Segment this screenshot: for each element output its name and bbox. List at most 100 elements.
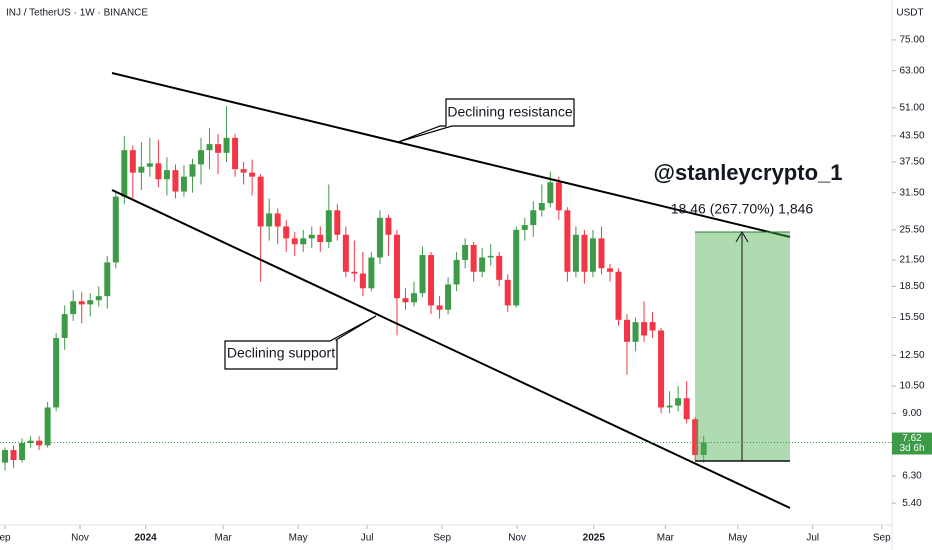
- y-tick-label: 6.30: [902, 471, 922, 482]
- candle-body: [487, 255, 494, 258]
- candle-body: [308, 234, 315, 239]
- candle-body: [564, 210, 571, 272]
- support-label: Declining support: [227, 345, 335, 361]
- candle-body: [2, 450, 9, 463]
- candle-body: [146, 163, 153, 167]
- candle-body: [470, 245, 477, 272]
- last-price-tag: [892, 432, 932, 455]
- x-tick-label: 2025: [583, 533, 606, 544]
- candle-body: [189, 164, 196, 177]
- candle-body: [641, 322, 648, 336]
- candle-body: [249, 172, 256, 177]
- x-tick-label: 2024: [134, 533, 157, 544]
- candle-body: [675, 398, 682, 406]
- x-tick-label: Nov: [508, 533, 526, 544]
- x-tick-label: Mar: [657, 533, 675, 544]
- candle-body: [53, 337, 60, 408]
- candle-body: [666, 405, 673, 408]
- candle-body: [555, 182, 562, 211]
- candle-body: [266, 213, 273, 227]
- candle-body: [27, 440, 34, 443]
- candle-body: [87, 300, 94, 305]
- candle-body: [428, 255, 435, 306]
- x-tick-label: Sep: [433, 533, 451, 544]
- candle-body: [692, 419, 699, 455]
- y-tick-label: 25.50: [899, 225, 924, 236]
- candle-body: [197, 150, 204, 165]
- x-tick-label: Mar: [215, 533, 233, 544]
- candle-body: [632, 322, 639, 342]
- candle-body: [504, 279, 511, 306]
- candle-body: [232, 137, 239, 170]
- candle-body: [19, 442, 26, 461]
- candle-body: [649, 322, 656, 331]
- candle-body: [462, 245, 469, 260]
- candle-body: [359, 273, 366, 289]
- y-tick-label: 63.00: [899, 65, 924, 76]
- callout-resistance: [397, 98, 575, 143]
- candle-body: [445, 284, 452, 310]
- candle-body: [385, 217, 392, 235]
- candle-body: [572, 234, 579, 272]
- candle-body: [10, 450, 17, 461]
- candle-body: [129, 150, 136, 173]
- candle-body: [78, 301, 85, 305]
- candle-body: [240, 169, 247, 173]
- x-tick-label: May: [728, 533, 747, 544]
- candle-body: [121, 150, 128, 197]
- plot-area: [2, 106, 707, 471]
- candle-body: [479, 257, 486, 272]
- candle-body: [624, 319, 631, 342]
- candle-body: [283, 226, 290, 239]
- y-tick-label: 9.00: [902, 408, 922, 419]
- candle-body: [104, 262, 111, 297]
- candle-body: [257, 176, 264, 227]
- candle-body: [436, 305, 443, 310]
- y-tick-label: 12.50: [899, 350, 924, 361]
- candle-body: [683, 398, 690, 420]
- resistance-line: [111, 72, 791, 238]
- candle-body: [606, 268, 613, 272]
- candle-body: [351, 271, 358, 274]
- support-line: [111, 189, 791, 509]
- candle-body: [155, 163, 162, 180]
- candle-body: [215, 144, 222, 153]
- candle-body: [453, 259, 460, 285]
- candle-body: [368, 257, 375, 289]
- candle-body: [496, 255, 503, 280]
- candle-body: [402, 298, 409, 303]
- candle-body: [274, 213, 281, 227]
- candle-body: [615, 271, 622, 320]
- candle-body: [317, 234, 324, 243]
- candle-body: [658, 330, 665, 408]
- candle-body: [334, 210, 341, 235]
- y-tick-label: 37.50: [899, 157, 924, 168]
- watermark-handle: @stanleycrypto_1: [654, 160, 843, 185]
- candle-body: [70, 301, 77, 315]
- y-unit: USDT: [896, 8, 923, 19]
- y-tick-label: 75.00: [899, 35, 924, 46]
- x-tick-label: ep: [0, 533, 11, 544]
- measure-label: 18.46 (267.70%) 1,846: [671, 201, 814, 217]
- candle-body: [44, 407, 51, 446]
- x-tick-label: Jul: [361, 533, 374, 544]
- candle-body: [180, 176, 187, 192]
- y-tick-label: 18.50: [899, 281, 924, 292]
- candle-body: [513, 229, 520, 306]
- symbol-title: INJ / TetherUS · 1W · BINANCE: [6, 8, 148, 19]
- y-tick-label: 5.40: [902, 498, 922, 509]
- candle-body: [547, 182, 554, 204]
- candle-body: [138, 166, 145, 173]
- y-tick-label: 43.50: [899, 130, 924, 141]
- candle-body: [206, 144, 213, 151]
- candle-body: [376, 217, 383, 258]
- y-tick-label: 10.50: [899, 381, 924, 392]
- candle-body: [521, 225, 528, 230]
- candle-body: [538, 203, 545, 211]
- y-tick-label: 31.50: [899, 187, 924, 198]
- candle-body: [95, 296, 102, 301]
- candle-body: [589, 238, 596, 272]
- y-tick-label: 21.50: [899, 255, 924, 266]
